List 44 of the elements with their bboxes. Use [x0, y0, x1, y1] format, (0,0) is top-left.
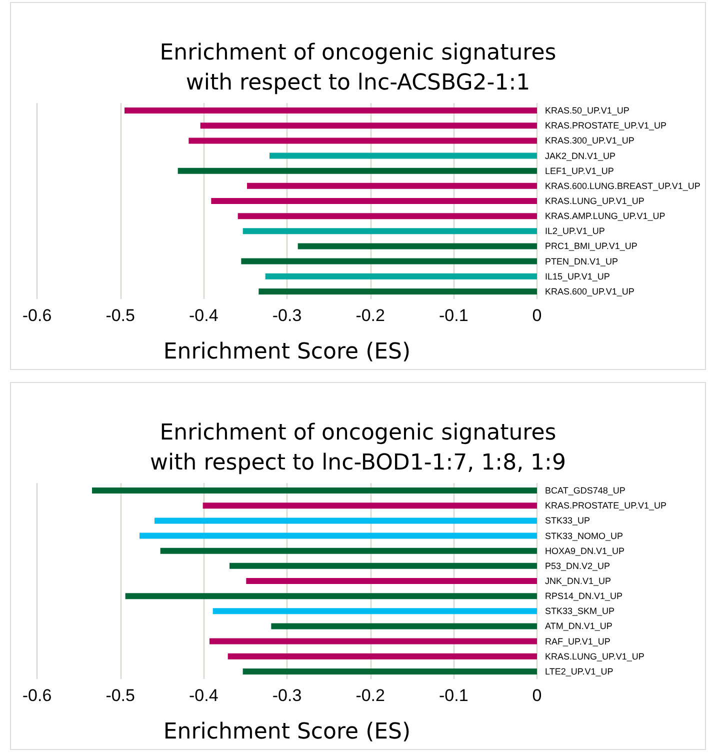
y-tick-label: STK33_UP: [545, 516, 590, 526]
y-tick-label: ATM_DN.V1_UP: [545, 621, 612, 632]
y-tick-label: KRAS.AMP.LUNG_UP.V1_UP: [545, 211, 666, 222]
x-tick-label: -0.4: [189, 686, 218, 705]
x-tick-label: -0.2: [356, 306, 385, 325]
x-tick-label: -0.6: [22, 306, 52, 325]
y-tick-label: KRAS.LUNG_UP.V1_UP: [545, 651, 644, 662]
y-tick-label: RAF_UP.V1_UP: [545, 636, 610, 646]
x-tick-label: -0.3: [272, 306, 302, 325]
y-tick-label: KRAS.600.LUNG.BREAST_UP.V1_UP: [545, 180, 700, 191]
y-tick-label: IL2_UP.V1_UP: [545, 226, 605, 236]
x-axis-title: Enrichment Score (ES): [163, 340, 411, 364]
y-tick-label: STK33_NOMO_UP: [545, 530, 624, 541]
x-tick-label: 0: [532, 686, 542, 705]
chart-title: Enrichment of oncogenic signatures with respect to lnc-BOD1-1:7, 1:8, 1:9: [150, 420, 566, 476]
y-tick-label: IL15_UP.V1_UP: [545, 271, 610, 282]
x-tick-label: -0.4: [189, 306, 218, 325]
y-tick-label: KRAS.300_UP.V1_UP: [545, 136, 634, 146]
x-tick-label: 0: [532, 306, 542, 325]
y-tick-label: KRAS.LUNG_UP.V1_UP: [545, 196, 644, 206]
x-tick-label: -0.1: [439, 306, 468, 325]
y-tick-label: LTE2_UP.V1_UP: [545, 666, 614, 676]
y-tick-label: JAK2_DN.V1_UP: [545, 150, 616, 161]
y-tick-label: STK33_SKM_UP: [545, 606, 615, 616]
y-tick-label: LEF1_UP.V1_UP: [545, 166, 614, 176]
y-tick-label: BCAT_GDS748_UP: [545, 486, 626, 496]
y-tick-label: KRAS.600_UP.V1_UP: [545, 286, 634, 296]
chart-title: Enrichment of oncogenic signatures with respect to lnc-ACSBG2-1:1: [160, 40, 556, 96]
x-axis-title: Enrichment Score (ES): [163, 720, 411, 744]
y-tick-label: PTEN_DN.V1_UP: [545, 256, 618, 266]
x-tick-label: -0.2: [356, 686, 385, 705]
x-tick-label: -0.1: [439, 686, 468, 705]
y-tick-label: KRAS.PROSTATE_UP.V1_UP: [545, 500, 667, 511]
y-tick-label: KRAS.PROSTATE_UP.V1_UP: [545, 120, 667, 131]
y-tick-label: KRAS.50_UP.V1_UP: [545, 106, 630, 116]
x-tick-label: -0.6: [22, 686, 52, 705]
x-tick-label: -0.5: [106, 686, 135, 705]
y-tick-label: HOXA9_DN.V1_UP: [545, 546, 625, 556]
y-tick-label: P53_DN.V2_UP: [545, 560, 610, 571]
x-tick-label: -0.3: [272, 686, 302, 705]
y-tick-label: PRC1_BMI_UP.V1_UP: [545, 241, 638, 252]
y-tick-label: RPS14_DN.V1_UP: [545, 591, 623, 602]
y-tick-label: JNK_DN.V1_UP: [545, 576, 612, 586]
x-tick-label: -0.5: [106, 306, 135, 325]
